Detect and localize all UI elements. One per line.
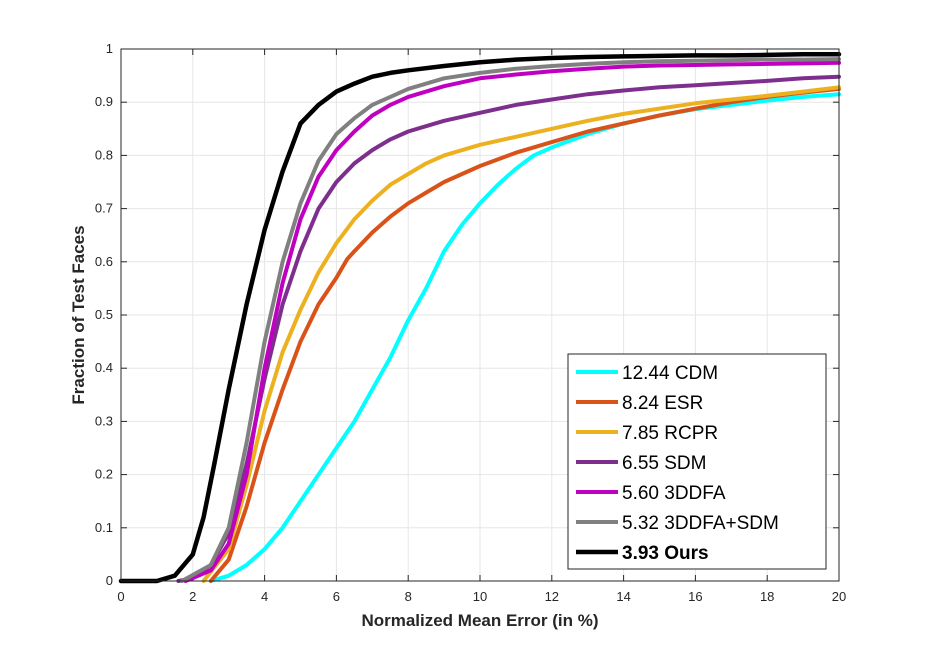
x-tick-label: 2 — [189, 589, 196, 604]
y-axis-label: Fraction of Test Faces — [69, 225, 88, 404]
x-tick-label: 20 — [832, 589, 846, 604]
plot-frame — [120, 48, 840, 582]
series-line — [183, 60, 841, 583]
x-axis-label: Normalized Mean Error (in %) — [361, 611, 598, 630]
series-line — [118, 52, 842, 584]
x-tick-labels: 0 2 4 6 8 10 12 14 16 18 20 — [117, 589, 846, 604]
x-tick-label: 6 — [333, 589, 340, 604]
y-tick-label: 0.1 — [95, 520, 113, 535]
legend-entry: 5.32 3DDFA+SDM — [622, 513, 779, 534]
y-tick-label: 0.4 — [95, 360, 113, 375]
y-tick-label: 0.5 — [95, 307, 113, 322]
legend-entry: 3.93 Ours — [622, 543, 709, 564]
y-tick-label: 0.3 — [95, 413, 113, 428]
series-layer — [118, 52, 842, 584]
y-tick-label: 0.9 — [95, 94, 113, 109]
legend: 12.44 CDM 8.24 ESR 7.85 RCPR 6.55 SDM 5.60 3… — [567, 353, 827, 570]
legend-entry: 6.55 SDM — [622, 453, 706, 474]
series-line — [201, 85, 841, 583]
legend-entry: 12.44 CDM — [622, 363, 718, 384]
x-tick-label: 14 — [616, 589, 630, 604]
legend-entry: 7.85 RCPR — [622, 423, 718, 444]
y-tick-label: 1 — [106, 41, 113, 56]
series-line — [208, 86, 841, 583]
legend-entry: 5.60 3DDFA — [622, 483, 726, 504]
x-tick-label: 16 — [688, 589, 702, 604]
series-line — [180, 57, 841, 583]
y-tick-label: 0.6 — [95, 254, 113, 269]
y-tick-label: 0.2 — [95, 467, 113, 482]
x-tick-label: 12 — [545, 589, 559, 604]
x-tick-label: 18 — [760, 589, 774, 604]
x-tick-label: 8 — [405, 589, 412, 604]
legend-entry: 8.24 ESR — [622, 393, 703, 414]
y-tick-labels: 0 0.1 0.2 0.3 0.4 0.5 0.6 0.7 0.8 0.9 1 — [95, 41, 113, 588]
x-tick-label: 0 — [117, 589, 124, 604]
y-tick-label: 0 — [106, 573, 113, 588]
x-tick-label: 4 — [261, 589, 268, 604]
y-tick-label: 0.7 — [95, 201, 113, 216]
y-tick-label: 0.8 — [95, 147, 113, 162]
x-tick-label: 10 — [473, 589, 487, 604]
